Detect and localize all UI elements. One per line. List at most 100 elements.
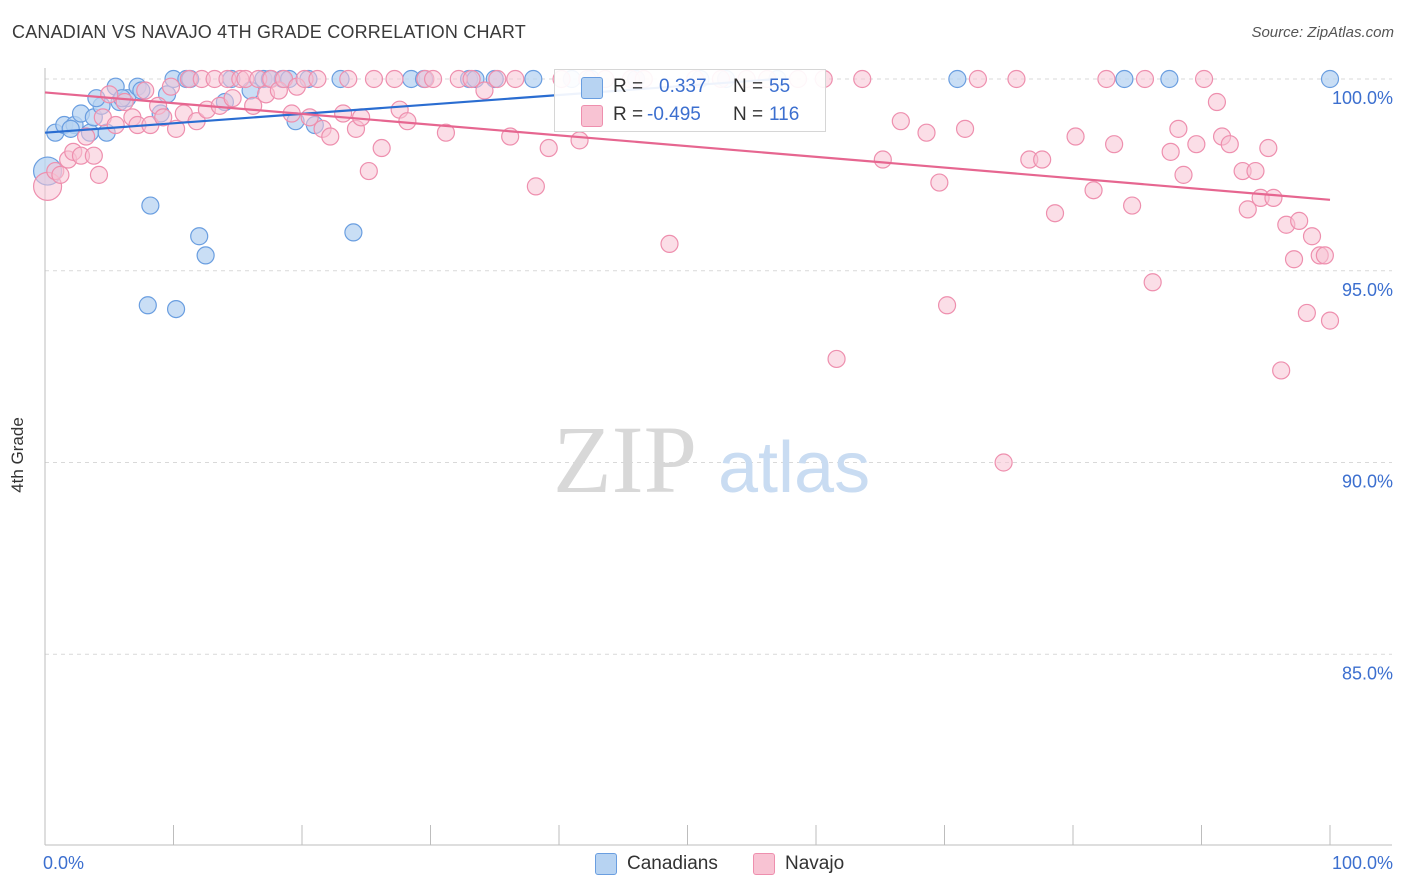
y-tick-label: 95.0% [1342,280,1393,300]
legend-r-value: -0.495 [647,104,701,125]
chart-title: CANADIAN VS NAVAJO 4TH GRADE CORRELATION… [12,22,526,42]
navajo-point [1246,161,1265,181]
legend-n-label: N = [733,76,764,97]
navajo-point [223,89,242,108]
navajo-point [539,138,558,158]
y-tick-label: 85.0% [1342,663,1393,683]
navajo-point [1097,69,1116,89]
canadians-point [190,227,209,246]
navajo-point [1320,311,1340,330]
navajo-point [1135,69,1155,89]
navajo-point [372,138,391,158]
canadians-point [524,69,543,89]
navajo-point [1264,188,1283,207]
canadians-point [138,296,157,315]
navajo-point [1007,69,1026,89]
navajo-point [106,115,125,135]
navajo-point [660,234,679,254]
navajo-point [136,81,155,100]
x-tick-label: 100.0% [1332,853,1393,873]
navajo-point [1194,69,1214,89]
navajo-point [436,123,456,142]
navajo-point [385,69,404,89]
canadians-point [1160,69,1179,89]
x-tick-label: 0.0% [43,853,84,873]
legend-n-value: 116 [769,104,800,125]
legend-row-canadians: R = 0.337 N = 55 [555,73,825,101]
legend-n-label: N = [733,104,764,125]
navajo-trend-line [44,91,1331,201]
navajo-point [1066,127,1085,146]
legend-swatch-navajo [581,105,603,127]
navajo-point [570,131,589,150]
legend-label-canadians: Canadians [627,853,718,874]
navajo-point [321,127,340,146]
navajo-point [1238,200,1257,219]
tick-labels: 100.0% 95.0% 90.0% 85.0% 0.0% 100.0% [43,88,1393,873]
navajo-point [359,161,378,181]
legend-n-value: 55 [769,76,791,97]
navajo-point [994,453,1013,472]
navajo-point [1290,211,1309,230]
navajo-point [84,146,103,165]
series-legend: Canadians Navajo [0,852,1406,878]
navajo-point [308,69,327,89]
y-tick-label: 100.0% [1332,88,1393,108]
navajo-point [1259,138,1278,158]
navajo-point [930,173,949,192]
legend-swatch-canadians [581,77,603,99]
navajo-point [1033,150,1052,169]
navajo-point [1143,273,1162,292]
navajo-point [100,85,119,104]
canadians-point [166,300,186,319]
legend-r-label: R = [613,104,644,125]
navajo-point [1169,119,1188,138]
watermark-atlas: atlas [718,428,870,508]
navajo-point [526,177,545,196]
navajo-point [334,104,353,123]
canadians-point [1115,69,1134,89]
navajo-point [89,165,109,184]
navajo-point [853,69,872,89]
watermark-zip: ZIP [553,406,697,513]
navajo-point [161,77,181,96]
navajo-point [873,150,892,169]
navajo-point [1315,246,1334,265]
y-tick-label: 90.0% [1342,472,1393,492]
watermark: ZIP atlas [553,406,870,513]
legend-swatch-navajo [753,853,775,875]
axes [44,68,1392,846]
source-note: Source: ZipAtlas.com [1251,24,1394,41]
navajo-point [937,296,957,315]
navajo-point [891,112,910,131]
navajo-point [1272,361,1291,380]
navajo-point [423,69,443,89]
canadians-point [948,69,967,89]
navajo-point [339,69,358,89]
navajo-point [1174,165,1193,184]
navajo-point [1123,196,1142,215]
legend-r-label: R = [613,76,644,97]
grid-lines [45,78,1392,655]
navajo-point [1284,250,1304,269]
navajo-point [917,123,936,142]
navajo-point [1105,135,1124,154]
stats-legend: R = 0.337 N = 55 R = -0.495 N = 116 [554,69,826,132]
legend-label-navajo: Navajo [785,853,845,874]
canadians-point [1320,69,1340,89]
navajo-point [1297,303,1316,323]
navajo-point [1045,204,1065,223]
navajo-point [1207,92,1227,112]
navajo-point [115,92,134,112]
navajo-point [1161,142,1180,161]
navajo-point [506,69,525,89]
navajo-point [955,119,975,138]
navajo-point [1220,135,1239,154]
navajo-point [1084,181,1103,200]
canadians-point [344,223,363,242]
navajo-point [77,127,96,146]
legend-r-value: 0.337 [659,76,707,97]
legend-row-navajo: R = -0.495 N = 116 [555,101,825,129]
navajo-point [488,69,507,89]
